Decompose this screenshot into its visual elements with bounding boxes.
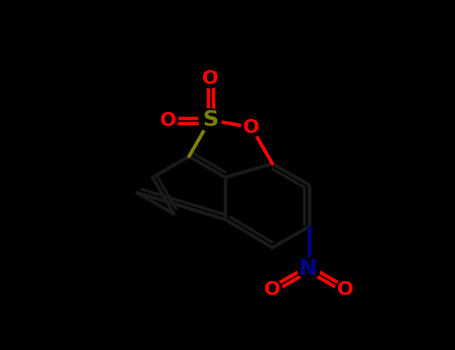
- Circle shape: [298, 258, 320, 280]
- Text: N: N: [299, 259, 318, 279]
- Text: O: O: [202, 69, 218, 88]
- Circle shape: [335, 280, 355, 300]
- Text: O: O: [264, 280, 281, 299]
- Circle shape: [158, 110, 178, 130]
- Circle shape: [200, 68, 220, 88]
- Circle shape: [199, 109, 221, 131]
- Text: S: S: [202, 110, 218, 130]
- Text: O: O: [243, 118, 260, 137]
- Circle shape: [263, 280, 282, 300]
- Text: O: O: [160, 111, 177, 130]
- Circle shape: [242, 118, 261, 137]
- Text: O: O: [337, 280, 354, 299]
